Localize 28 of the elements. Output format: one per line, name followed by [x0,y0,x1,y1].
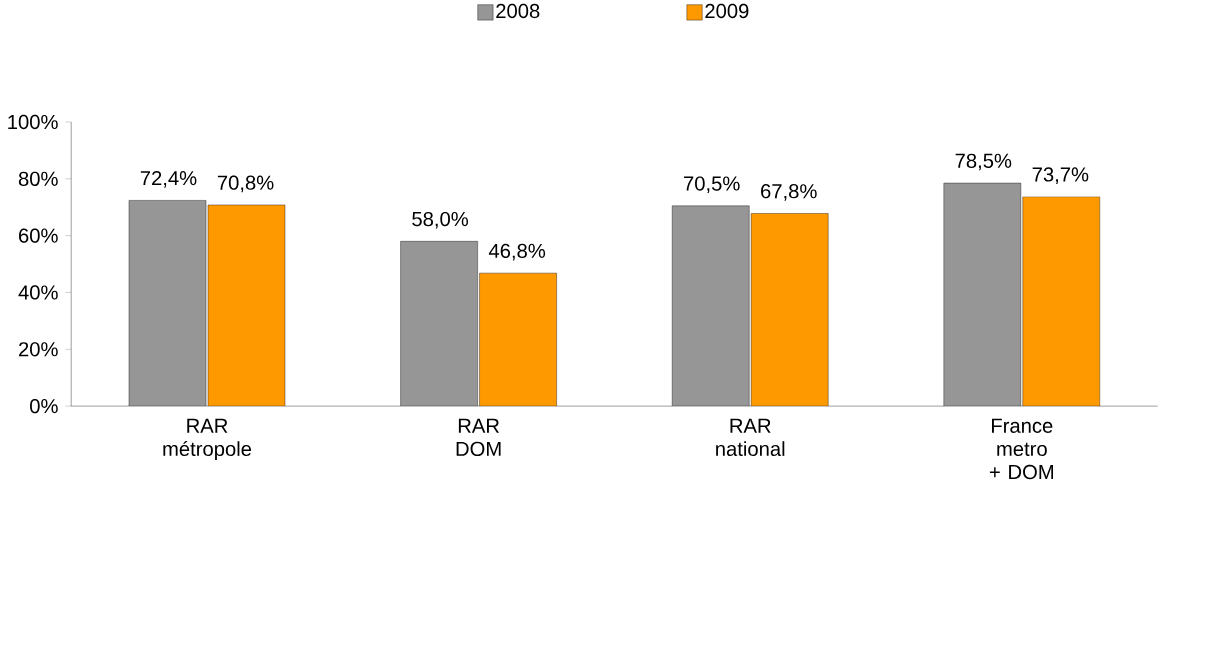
bar [672,205,750,407]
data-label: 67,8% [761,184,817,201]
y-tick-label: 80% [18,171,58,187]
bar [207,205,286,407]
legend-label: 2009 [705,3,749,19]
bar [400,241,478,407]
x-tick-label: RAR national [716,418,785,457]
y-tick-label: 60% [19,228,58,243]
data-label: 73,7% [1032,167,1089,185]
x-tick-label: France metro + DOM [989,418,1054,480]
legend-label: 2008 [496,3,540,19]
data-label: 70,5% [684,176,740,194]
bar [943,182,1022,407]
y-tick-label: 0% [30,399,58,414]
bar [479,273,557,407]
data-label: 72,4% [140,171,197,188]
x-tick-label: RAR DOM [456,418,501,457]
bar [128,200,207,407]
data-label: 78,5% [955,153,1012,171]
bar [751,213,829,407]
data-label: 58,0% [412,212,469,229]
bar [1022,196,1101,407]
y-tick-label: 100% [8,114,58,130]
data-label: 46,8% [488,243,546,261]
data-label: 70,8% [217,175,274,193]
x-tick-label: RAR métropole [163,418,252,461]
y-tick-label: 40% [18,285,58,300]
y-tick-label: 20% [19,342,58,357]
